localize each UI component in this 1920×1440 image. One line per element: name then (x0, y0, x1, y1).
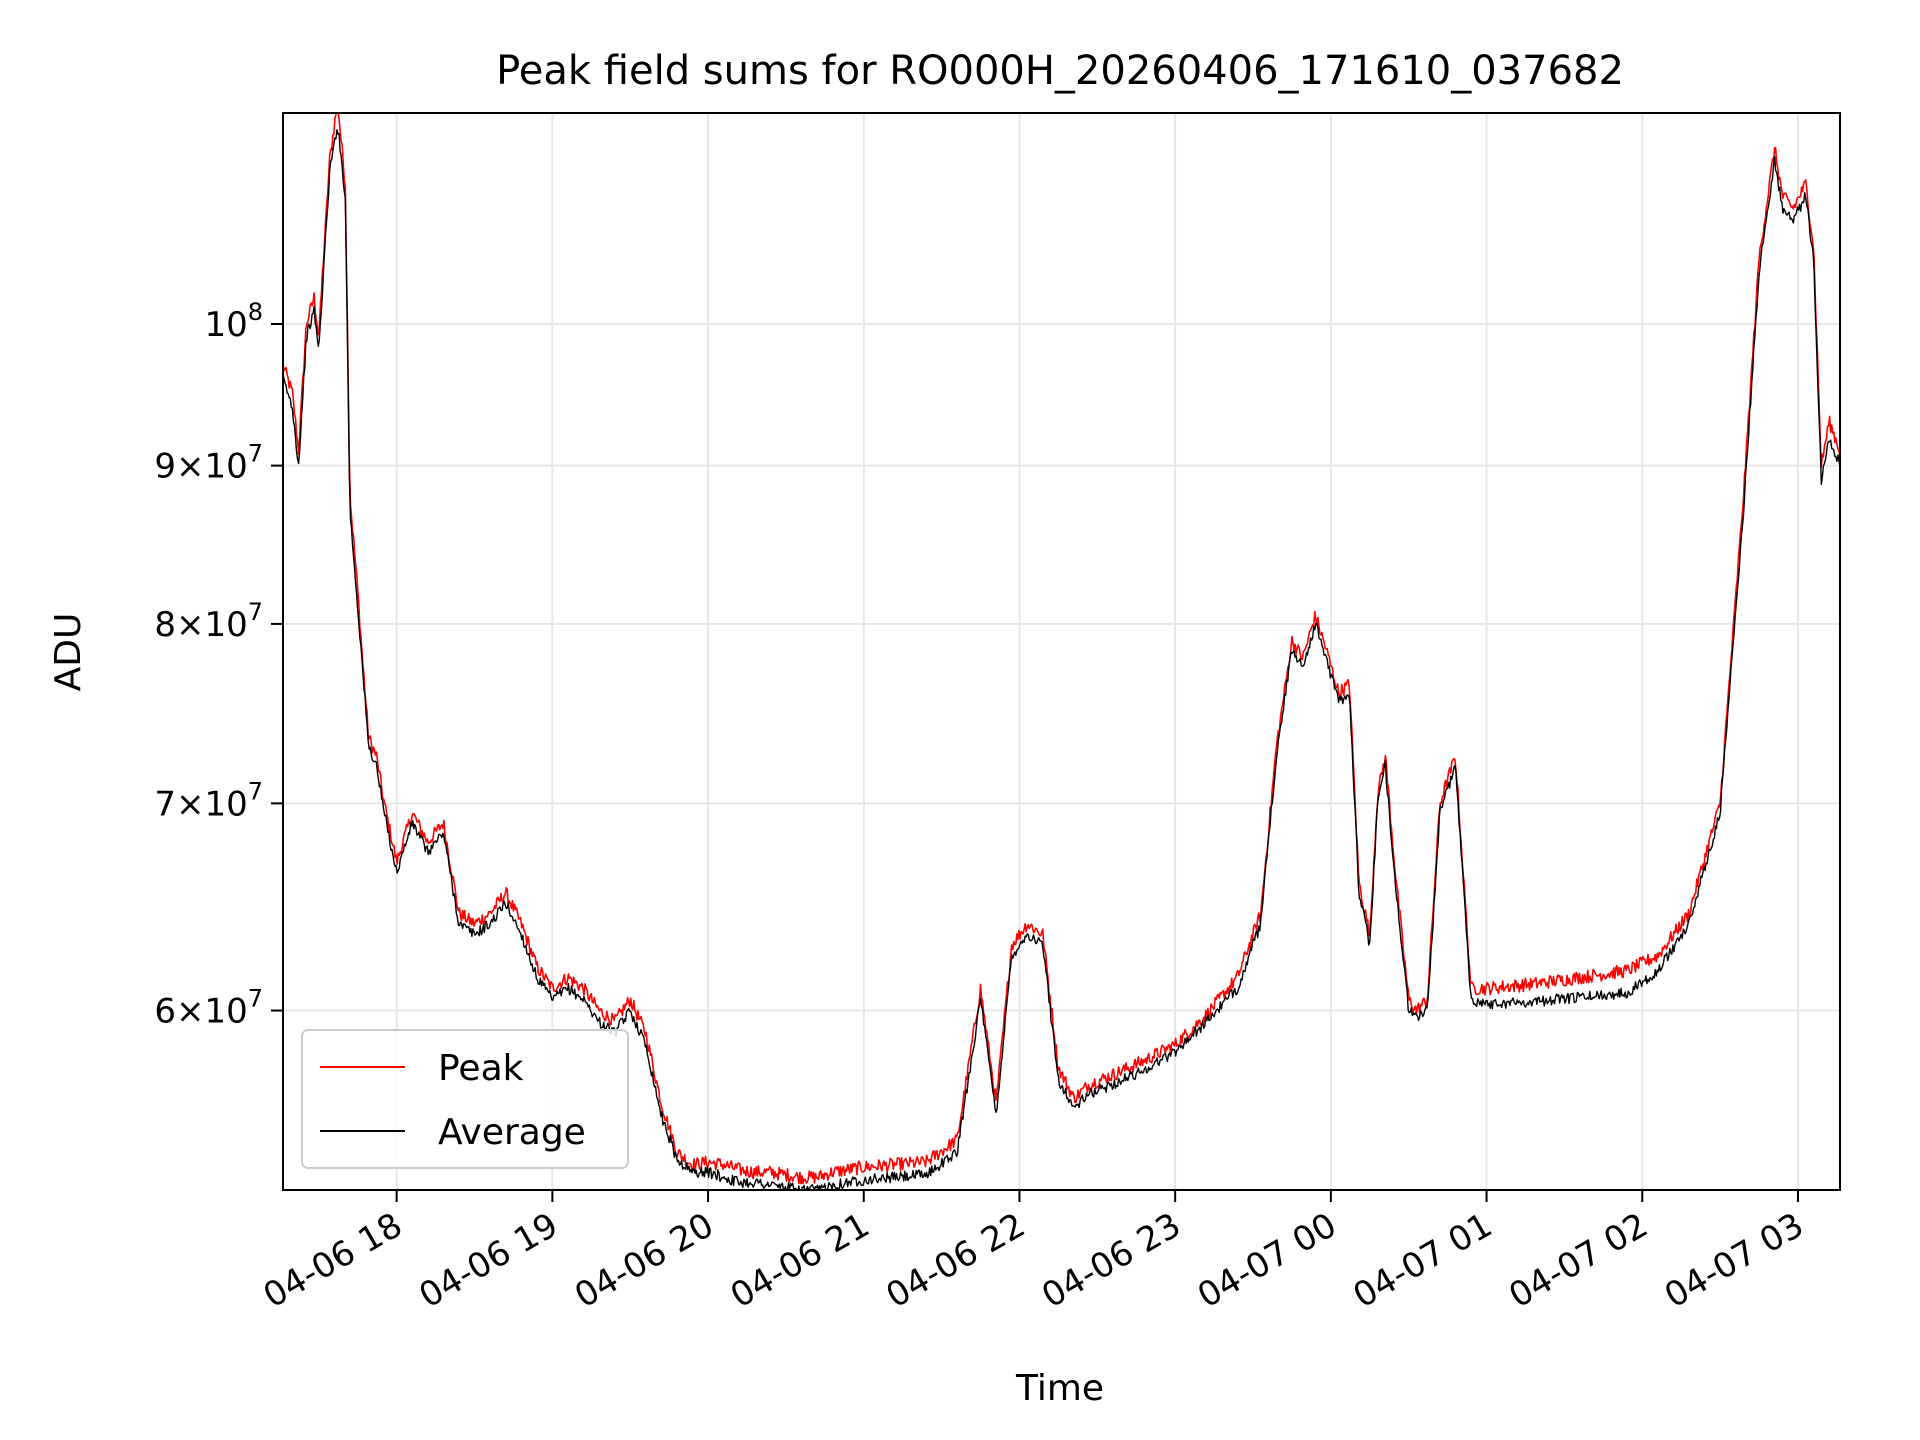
y-tick-exponent: 7 (248, 440, 263, 468)
legend-box (301, 1029, 629, 1169)
chart-title: Peak field sums for RO000H_20260406_1716… (496, 48, 1624, 94)
y-tick-exponent: 8 (248, 298, 263, 326)
x-axis-label: Time (1015, 1368, 1104, 1409)
legend-label-peak: Peak (438, 1048, 524, 1089)
y-axis-label: ADU (48, 613, 89, 692)
y-tick-exponent: 7 (248, 777, 263, 805)
series-line-peak (283, 113, 1840, 1185)
y-tick-exponent: 7 (248, 598, 263, 626)
y-tick-label: 7×107 (154, 777, 263, 824)
legend: Peak Average (301, 1029, 629, 1169)
grid-layer (283, 113, 1840, 1190)
y-tick-mantissa: 10 (204, 305, 247, 345)
plot-area (283, 113, 1840, 1190)
y-tick-label: 6×107 (154, 985, 263, 1032)
y-tick-exponent: 7 (248, 985, 263, 1013)
y-tick-mantissa: 6×10 (154, 992, 247, 1032)
y-tick-label: 8×107 (154, 598, 263, 645)
series-layer (283, 113, 1840, 1190)
y-tick-label: 9×107 (154, 440, 263, 487)
y-tick-mantissa: 7×10 (154, 784, 247, 824)
legend-label-average: Average (438, 1112, 586, 1153)
series-line-average (283, 129, 1840, 1190)
y-tick-label: 108 (204, 298, 263, 345)
plot-frame (282, 112, 1841, 1191)
y-tick-mantissa: 8×10 (154, 605, 247, 645)
y-tick-mantissa: 9×10 (154, 447, 247, 487)
